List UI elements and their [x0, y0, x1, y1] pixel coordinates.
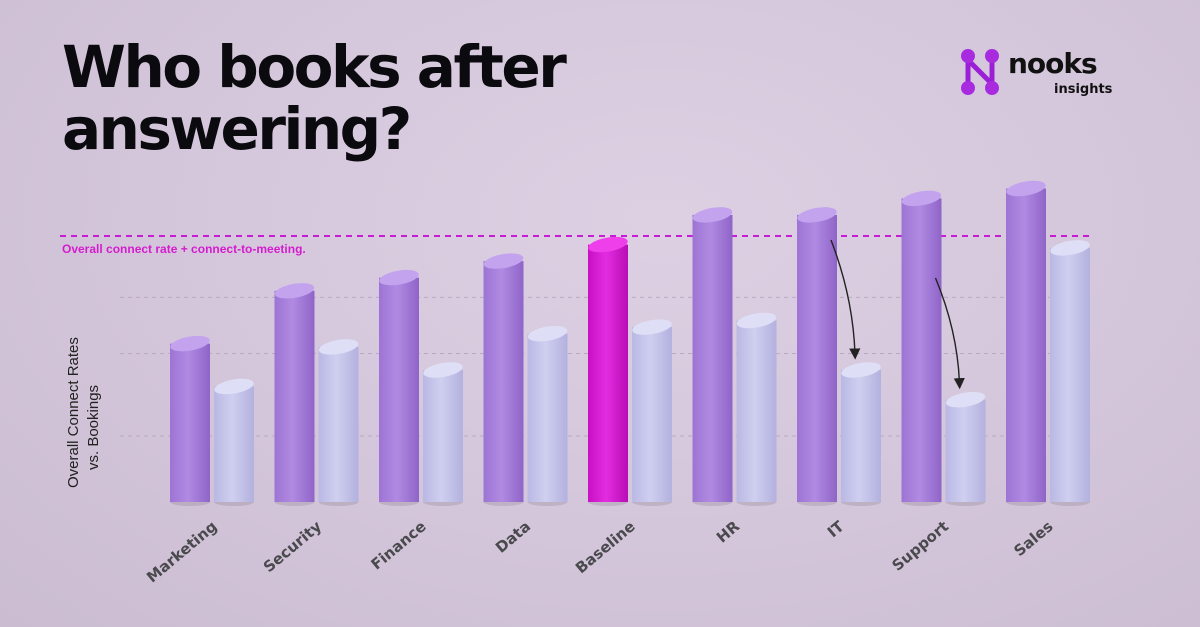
bar-sales-bookings [1050, 240, 1090, 506]
arrow-support [934, 277, 965, 390]
page-title: Who books after answering? [62, 33, 567, 163]
bar-support-connect [901, 190, 942, 506]
y-axis-label-line-1: Overall Connect Rates [65, 337, 82, 488]
x-tick-marketing: Marketing [143, 517, 220, 586]
arrows-group [830, 239, 965, 390]
bars-group [170, 180, 1090, 506]
bar-finance-connect [379, 269, 419, 506]
x-tick-finance: Finance [367, 517, 429, 573]
x-tick-hr: HR [713, 517, 743, 547]
x-tick-it: IT [824, 517, 848, 541]
reference-line-label: Overall connect rate + connect-to-meetin… [62, 242, 306, 256]
bar-data-connect [483, 253, 524, 506]
x-tick-sales: Sales [1010, 517, 1056, 560]
y-axis-label-line-2: vs. Bookings [85, 385, 102, 470]
brand-tagline: insights [1054, 82, 1113, 97]
bar-marketing-connect [170, 335, 210, 506]
title-line-2: answering? [62, 95, 412, 163]
x-tick-support: Support [889, 517, 953, 574]
bar-security-bookings [318, 339, 359, 506]
brand-name: nooks [1008, 47, 1098, 80]
bar-data-bookings [527, 325, 568, 506]
bar-it-connect [797, 207, 837, 506]
x-tick-security: Security [260, 517, 325, 576]
bar-baseline-bookings [632, 319, 672, 506]
bar-baseline-connect [588, 236, 628, 506]
bar-hr-bookings [736, 312, 777, 506]
bar-it-bookings [841, 362, 881, 506]
x-tick-data: Data [492, 517, 534, 556]
bar-security-connect [274, 283, 315, 506]
bar-support-bookings [945, 391, 986, 506]
arrow-it [830, 239, 861, 360]
nooks-logo-icon [961, 49, 999, 95]
x-tick-labels: Marketing Security Finance Data Baseline HR IT… [143, 517, 1056, 587]
bar-hr-connect [692, 207, 733, 506]
bar-finance-bookings [423, 362, 463, 506]
bar-marketing-bookings [214, 378, 254, 506]
bar-sales-connect [1006, 180, 1046, 506]
title-line-1: Who books after [62, 33, 567, 101]
brand-logo: nooks insights [958, 46, 1158, 106]
x-tick-baseline: Baseline [572, 517, 639, 577]
